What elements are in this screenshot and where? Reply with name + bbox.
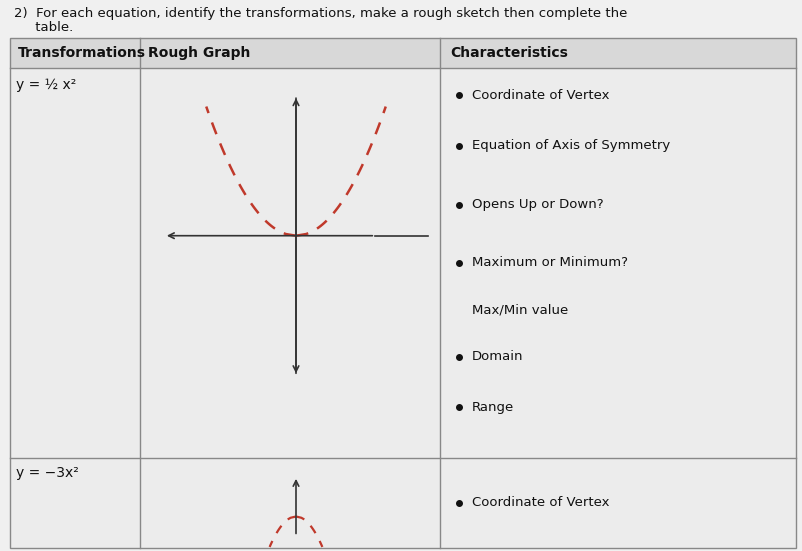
- Bar: [10, 38, 795, 68]
- Text: Range: Range: [472, 401, 513, 414]
- Text: y = −3x²: y = −3x²: [16, 466, 79, 480]
- Text: Coordinate of Vertex: Coordinate of Vertex: [472, 496, 609, 510]
- Text: y = ½ x²: y = ½ x²: [16, 78, 76, 92]
- Bar: [10, 458, 795, 548]
- Text: table.: table.: [14, 21, 73, 34]
- Text: Equation of Axis of Symmetry: Equation of Axis of Symmetry: [472, 139, 670, 153]
- Text: Opens Up or Down?: Opens Up or Down?: [472, 198, 603, 211]
- Bar: [10, 68, 795, 458]
- Text: Maximum or Minimum?: Maximum or Minimum?: [472, 257, 627, 269]
- Text: Domain: Domain: [472, 350, 523, 363]
- Text: 2)  For each equation, identify the transformations, make a rough sketch then co: 2) For each equation, identify the trans…: [14, 7, 626, 20]
- Text: Transformations: Transformations: [18, 46, 146, 60]
- Text: Max/Min value: Max/Min value: [472, 303, 568, 316]
- Text: Coordinate of Vertex: Coordinate of Vertex: [472, 89, 609, 102]
- Text: Characteristics: Characteristics: [449, 46, 567, 60]
- Text: Rough Graph: Rough Graph: [148, 46, 250, 60]
